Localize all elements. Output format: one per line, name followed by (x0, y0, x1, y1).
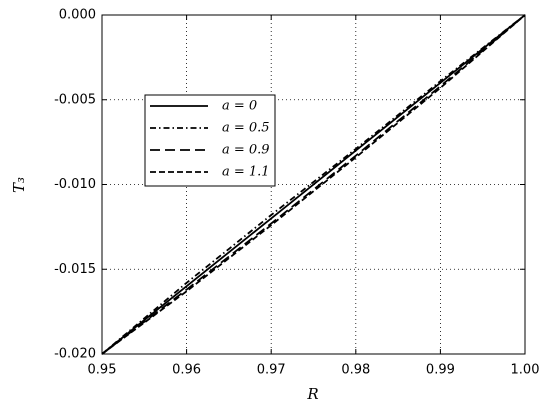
data-line (101, 14, 526, 355)
legend: a = 0 a = 0.5 a = 0.9 a = 1.1 (144, 94, 276, 187)
y-tick-label: -0.020 (54, 347, 96, 362)
legend-label: a = 1.1 (222, 165, 270, 180)
legend-label: a = 0 (222, 99, 257, 114)
x-tick-label: 1.00 (511, 363, 540, 378)
y-tick-label: -0.010 (54, 177, 96, 192)
data-line (101, 14, 526, 355)
data-line (101, 14, 526, 355)
legend-label: a = 0.5 (222, 121, 270, 136)
legend-label: a = 0.9 (222, 143, 270, 158)
x-tick-label: 0.98 (341, 363, 370, 378)
y-axis-label: T₃ (10, 177, 28, 193)
y-tick-label: -0.015 (54, 262, 96, 277)
plot-frame (101, 14, 526, 355)
x-tick-label: 0.99 (426, 363, 455, 378)
x-tick-label: 0.97 (257, 363, 286, 378)
legend-frame (144, 94, 276, 187)
x-tick-label: 0.95 (88, 363, 117, 378)
x-axis-label: R (306, 385, 318, 403)
x-tick-label: 0.96 (172, 363, 201, 378)
y-tick-label: 0.000 (59, 8, 96, 23)
y-tick-label: -0.005 (54, 92, 96, 107)
data-line (101, 14, 526, 355)
